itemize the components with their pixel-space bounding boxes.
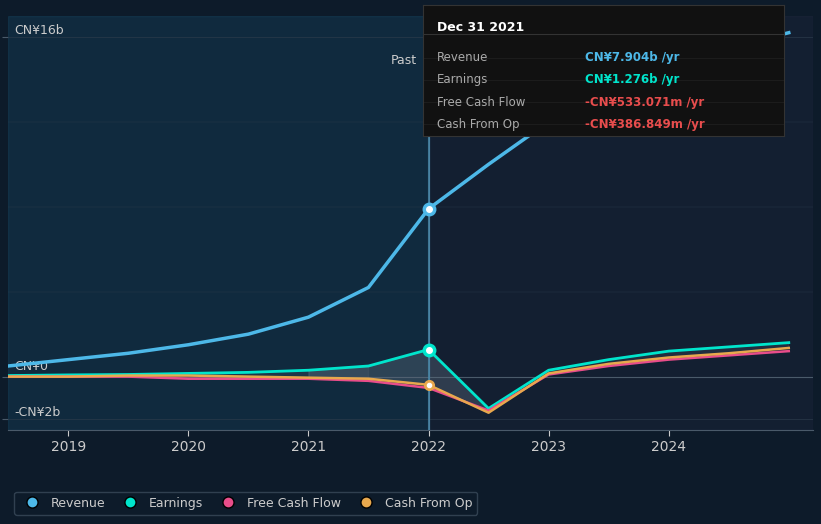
Text: Revenue: Revenue <box>438 51 488 64</box>
Text: Past: Past <box>390 54 416 67</box>
Text: CN¥0: CN¥0 <box>14 361 48 374</box>
Text: -CN¥2b: -CN¥2b <box>14 406 61 419</box>
Text: CN¥7.904b /yr: CN¥7.904b /yr <box>585 51 680 64</box>
Bar <box>8 16 429 430</box>
Text: CN¥1.276b /yr: CN¥1.276b /yr <box>585 73 680 86</box>
Bar <box>429 16 813 430</box>
Legend: Revenue, Earnings, Free Cash Flow, Cash From Op: Revenue, Earnings, Free Cash Flow, Cash … <box>15 492 477 515</box>
Text: Cash From Op: Cash From Op <box>438 118 520 131</box>
Text: -CN¥533.071m /yr: -CN¥533.071m /yr <box>585 95 704 108</box>
Text: CN¥16b: CN¥16b <box>14 24 64 37</box>
Text: Analysts Forecasts: Analysts Forecasts <box>441 54 557 67</box>
Text: Earnings: Earnings <box>438 73 488 86</box>
Text: Dec 31 2021: Dec 31 2021 <box>438 21 525 34</box>
Text: Free Cash Flow: Free Cash Flow <box>438 95 525 108</box>
Text: -CN¥386.849m /yr: -CN¥386.849m /yr <box>585 118 705 131</box>
